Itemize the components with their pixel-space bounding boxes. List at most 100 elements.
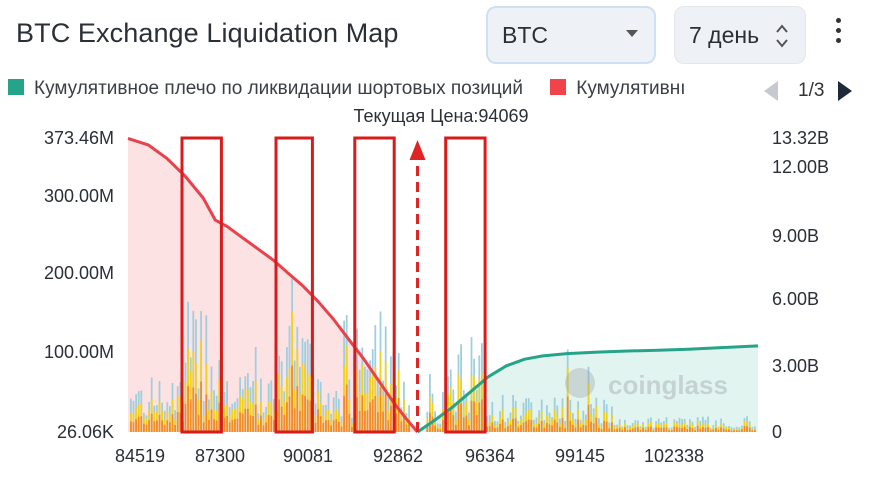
chevron-down-icon [626,30,638,37]
liquidation-bar-low [556,422,559,432]
liquidation-bar-low [722,428,725,432]
liquidation-bar-low [624,427,626,432]
liquidation-bar-low [340,426,343,432]
liquidation-bar-low [348,413,351,432]
liquidation-bar-low [369,402,371,432]
liquidation-bar-low [231,419,234,432]
highlight-box [274,136,314,434]
next-page-icon[interactable] [838,81,853,101]
liquidation-bar-low [254,404,257,432]
more-options-icon[interactable] [826,14,850,54]
liquidation-bar-low [338,421,340,432]
liquidation-bar-low [288,396,291,432]
liquidation-bar-low [481,399,483,432]
legend-item-long[interactable]: Кумулятивнı [550,78,686,100]
liquidation-bar-low [613,429,616,432]
liquidation-bar-low [699,428,702,432]
liquidation-bar-low [330,425,332,432]
liquidation-bar-low [210,409,213,432]
liquidation-bar-low [327,420,330,432]
liquidation-bar-low [166,420,169,432]
liquidation-bar-low [322,423,325,432]
up-down-chevron-icon [776,24,788,48]
liquidation-bar-low [616,428,618,432]
liquidation-bar-low [566,396,569,432]
y-left-tick-label: 300.00M [44,186,114,206]
liquidation-bar-low [215,420,218,432]
liquidation-bar-low [314,422,317,432]
liquidation-bar-low [384,393,387,432]
cumulative-line-cumulative-short [416,344,759,434]
liquidation-bar-low [577,419,579,432]
liquidation-bar-low [499,423,501,432]
liquidation-bar-low [387,420,390,432]
highlight-box [180,136,223,434]
liquidation-bar-low [283,414,286,432]
liquidation-bar-low [343,395,345,432]
x-tick-label: 96364 [465,446,515,466]
liquidation-bar-low [218,402,221,432]
liquidation-bar-low [644,429,647,432]
liquidation-bar-low [652,430,655,433]
liquidation-bar-low [468,425,470,432]
liquidation-bar-low [564,428,566,432]
liquidation-bar-low [486,426,488,432]
liquidation-bar-low [691,428,694,432]
page-title: BTC Exchange Liquidation Map [16,18,399,48]
liquidation-bar-low [426,424,429,432]
liquidation-bar-low [161,420,163,432]
liquidation-bar-low [137,416,140,432]
liquidation-bar-low [189,399,192,432]
liquidation-bar-low [223,417,226,432]
liquidation-bar-low [720,427,722,432]
liquidation-bar-low [561,418,564,432]
liquidation-bar-low [707,427,709,432]
current-price-arrow-icon [409,140,426,160]
y-right-tick-label: 3.00B [772,356,819,376]
liquidation-bar-low [590,421,592,432]
liquidation-bar-low [504,428,507,432]
liquidation-bar-low [629,429,631,432]
liquidation-bar-low [135,419,137,432]
liquidation-bar-low [345,384,348,432]
liquidation-bar-low [205,394,208,432]
coin-select[interactable]: BTC [486,6,656,64]
liquidation-bar-low [358,411,361,432]
liquidation-bar-low [293,408,296,432]
liquidation-bar-low [366,410,369,432]
range-select[interactable]: 7 день [674,6,806,64]
liquidation-bar-low [520,425,522,432]
legend-item-short[interactable]: Кумулятивное плечо по ликвидации шортовы… [8,78,523,100]
liquidation-bar-low [179,412,182,432]
liquidation-bar-low [743,425,746,432]
liquidation-bar-low [317,409,319,432]
liquidation-bar-low [148,420,150,432]
legend-page-indicator: 1/3 [798,80,825,101]
x-tick-label: 92862 [373,446,423,466]
liquidation-bar-low [291,365,293,432]
liquidation-bar-low [611,422,613,432]
liquidation-bar-low [587,404,590,432]
liquidation-bar-low [325,420,327,432]
liquidation-bar-low [260,415,262,432]
liquidation-bar-low [257,424,260,432]
prev-page-icon[interactable] [764,81,778,101]
y-left-tick-label: 26.06K [57,422,114,442]
liquidation-bar-low [527,419,530,432]
liquidation-bar-low [600,429,603,432]
liquidation-bar-low [465,415,468,432]
liquidation-bar-low [299,410,301,432]
liquidation-bar-low [286,402,288,432]
coin-select-value: BTC [502,21,548,48]
liquidation-bar-low [572,424,574,432]
liquidation-bar-low [517,427,520,432]
liquidation-bar-low [265,422,267,432]
liquidation-bar-low [408,423,410,432]
liquidation-bar-low [267,415,270,432]
liquidation-bar-low [660,427,663,432]
liquidation-bar-low [244,408,247,432]
liquidation-bar-low [730,430,733,433]
liquidation-bar-low [361,395,364,432]
liquidation-bar-low [400,421,403,432]
liquidation-bar-low [735,430,738,432]
